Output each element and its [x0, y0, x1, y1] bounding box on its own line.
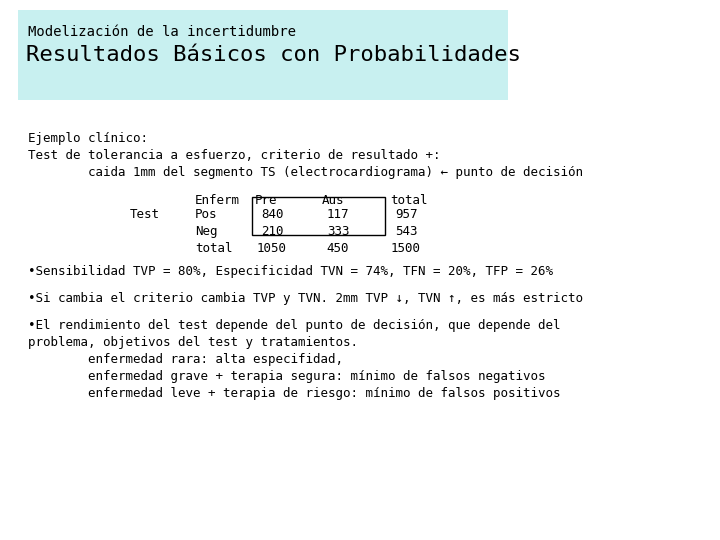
Bar: [252, 197, 385, 235]
Text: Resultados Básicos con Probabilidades: Resultados Básicos con Probabilidades: [26, 45, 521, 65]
Text: •Sensibilidad TVP = 80%, Especificidad TVN = 74%, TFN = 20%, TFP = 26%: •Sensibilidad TVP = 80%, Especificidad T…: [28, 265, 553, 278]
Bar: [18, 10, 508, 100]
Text: Neg: Neg: [195, 225, 217, 238]
Text: problema, objetivos del test y tratamientos.: problema, objetivos del test y tratamien…: [28, 336, 358, 349]
Text: •El rendimiento del test depende del punto de decisión, que depende del: •El rendimiento del test depende del pun…: [28, 319, 560, 332]
Text: enfermedad rara: alta especifidad,: enfermedad rara: alta especifidad,: [28, 353, 343, 366]
Text: Test: Test: [130, 208, 160, 221]
Text: 210: 210: [261, 225, 283, 238]
Text: Test de tolerancia a esfuerzo, criterio de resultado +:: Test de tolerancia a esfuerzo, criterio …: [28, 149, 441, 162]
Text: Aus: Aus: [322, 194, 344, 207]
Text: 333: 333: [327, 225, 349, 238]
Text: •Si cambia el criterio cambia TVP y TVN. 2mm TVP ↓, TVN ↑, es más estricto: •Si cambia el criterio cambia TVP y TVN.…: [28, 292, 583, 305]
Text: enfermedad leve + terapia de riesgo: mínimo de falsos positivos: enfermedad leve + terapia de riesgo: mín…: [28, 387, 560, 400]
Text: Pos: Pos: [195, 208, 217, 221]
Text: total: total: [195, 242, 233, 255]
Text: 1050: 1050: [257, 242, 287, 255]
Text: Enferm: Enferm: [195, 194, 240, 207]
Text: 543: 543: [395, 225, 418, 238]
Text: Pre: Pre: [255, 194, 277, 207]
Text: enfermedad grave + terapia segura: mínimo de falsos negativos: enfermedad grave + terapia segura: mínim…: [28, 370, 546, 383]
Text: Modelización de la incertidumbre: Modelización de la incertidumbre: [28, 25, 296, 39]
Text: Ejemplo clínico:: Ejemplo clínico:: [28, 132, 148, 145]
Text: caida 1mm del segmento TS (electrocardiograma) ← punto de decisión: caida 1mm del segmento TS (electrocardio…: [28, 166, 583, 179]
Text: 450: 450: [327, 242, 349, 255]
Text: 117: 117: [327, 208, 349, 221]
Text: total: total: [390, 194, 428, 207]
Text: 957: 957: [395, 208, 418, 221]
Text: 1500: 1500: [391, 242, 421, 255]
Text: 840: 840: [261, 208, 283, 221]
